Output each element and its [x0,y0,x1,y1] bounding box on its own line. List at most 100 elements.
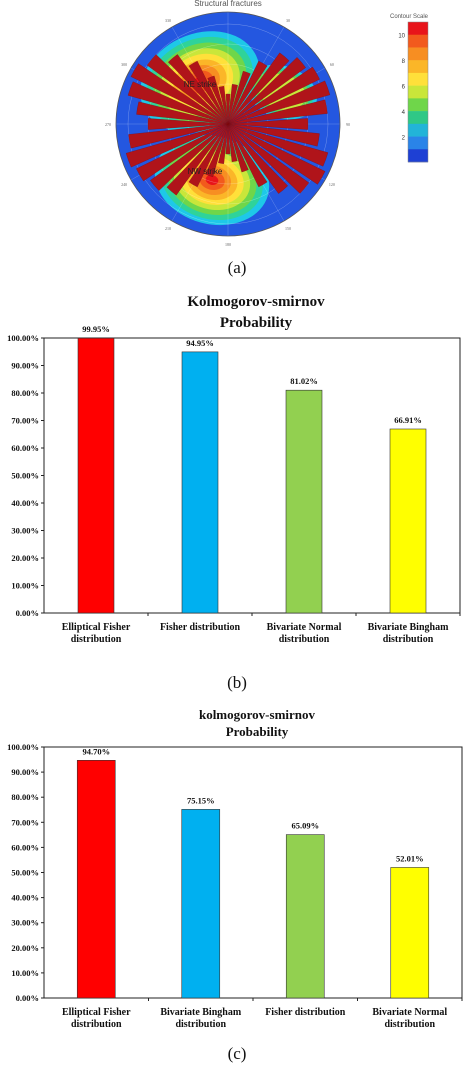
rose-petal [227,60,268,125]
x-tick-label: distribution [384,1019,435,1030]
rose-petal [227,66,320,125]
bar [389,428,427,614]
bar-value-label: 81.02% [290,376,318,386]
rose-petal [225,93,231,125]
contour-scale-tick: 4 [402,110,406,116]
rose-petal [227,123,320,147]
bar [76,760,116,999]
rose-petal [227,123,310,194]
contour-scale-tick: 2 [402,136,406,142]
x-tick-label: Elliptical Fisher [62,1007,131,1018]
azimuth-label: 240 [121,182,127,187]
rose-petal [125,123,229,168]
azimuth-label: 270 [105,122,111,127]
x-tick-label: distribution [71,634,122,645]
contour-scale-frame [407,21,429,163]
y-tick-label: 100.00% [7,333,39,343]
bar-value-label: 94.70% [82,746,110,756]
rose-petal [227,118,309,130]
rose-petal [227,123,288,194]
y-tick-label: 30.00% [11,918,39,928]
y-tick-label: 50.00% [11,868,39,878]
rose-petal [168,54,229,125]
y-tick-label: 80.00% [11,388,39,398]
y-tick-label: 70.00% [11,817,39,827]
bar [181,351,219,614]
rose-petal [147,118,229,130]
rose-petal [227,99,328,125]
contour-scale-swatch [408,72,428,86]
azimuth-label: 150 [285,226,291,231]
azimuth-label: 60 [330,62,334,67]
contour-scale: Contour Scale 10 8 6 4 2 [390,14,429,163]
rose-petal [227,123,238,162]
bar-chart-b: Kolmogorov-smirnov Probability 0.00% 10.00%… [7,294,461,645]
azimuth-label: 330 [165,18,171,23]
y-tick-label: 50.00% [11,471,39,481]
panel-a: Structural fractures 330 30 300 60 270 90 240 1… [0,0,474,285]
rose-petal [227,80,331,125]
contour-scale-label: Contour Scale [390,14,429,20]
bar [390,867,430,999]
y-tick-label: 70.00% [11,416,39,426]
contour-scale-swatch [408,47,428,61]
azimuth-label: 300 [121,62,127,67]
rose-petal [146,54,229,125]
y-tick-label: 10.00% [11,581,39,591]
rose-petal [227,84,238,125]
y-tick-label: 90.00% [11,361,39,371]
chart-title: kolmogorov-smirnov [199,707,316,722]
bar [77,337,115,614]
bar [285,834,325,999]
y-tick-label: 0.00% [16,993,39,1003]
rose-petal [166,123,229,196]
y-tick-label: 80.00% [11,792,39,802]
y-tick-label: 10.00% [11,968,39,978]
rose-petal [136,101,229,125]
rose-petal [227,52,290,125]
rose-diagram [125,52,331,196]
bar-value-label: 65.09% [291,821,319,831]
x-tick-label: distribution [279,634,330,645]
azimuth-label: 210 [165,226,171,231]
stereonet-title: Structural fractures [194,0,262,8]
rose-petal [227,123,268,188]
x-tick-label: distribution [383,634,434,645]
panel-c: kolmogorov-smirnov Probability 0.00% 10.00%… [0,700,474,1068]
azimuth-label: 180 [225,242,231,247]
rose-petal [227,70,251,125]
contour-scale-swatch [408,22,428,36]
contour-band [205,174,219,186]
caption-a: (a) [227,258,247,277]
caption-c: (c) [227,1044,247,1063]
contour-scale-swatch [408,136,428,150]
rose-petal [225,123,231,155]
stereonet-figure: Structural fractures 330 30 300 60 270 90 240 1… [105,0,429,247]
contour-scale-swatch [408,60,428,74]
rose-petal [207,75,229,125]
bar [181,809,221,999]
x-tick-label: Bivariate Bingham [368,622,450,633]
contour-scale-swatch [408,34,428,48]
caption-b: (b) [227,673,247,692]
rose-petal [188,123,229,188]
y-tick-label: 90.00% [11,767,39,777]
contour-scale-tick: 8 [402,59,406,65]
y-tick-label: 0.00% [16,608,39,618]
x-tick-label: Fisher distribution [160,622,241,633]
bar-value-label: 66.91% [394,415,422,425]
rose-petal [218,123,229,164]
rose-petal [130,63,229,125]
net-outline [115,11,341,237]
x-tick-label: Bivariate Bingham [160,1007,242,1018]
rose-petal [205,123,229,178]
ne-strike-label: NE strike [184,80,217,89]
x-tick-label: Bivariate Normal [267,622,342,633]
nw-strike-label: NW strike [188,167,223,176]
y-tick-label: 40.00% [11,893,39,903]
y-tick-label: 60.00% [11,842,39,852]
contour-scale-swatch [408,149,428,163]
y-tick-label: 20.00% [11,943,39,953]
rose-petal [150,123,229,191]
bar-value-label: 52.01% [396,853,424,863]
